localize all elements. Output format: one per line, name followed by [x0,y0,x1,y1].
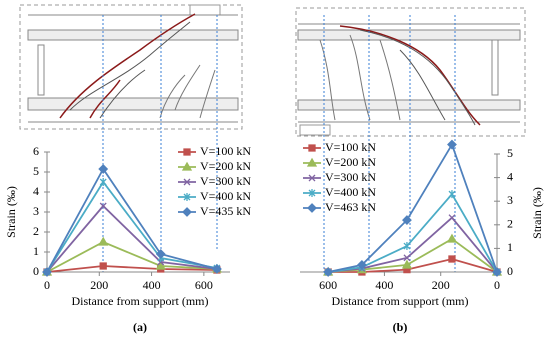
marker [447,139,457,150]
marker [99,178,107,186]
legend-marker [181,161,193,171]
y-tick-label: 3 [507,193,513,207]
x-tick-label: 0 [494,278,500,292]
x-tick-label: 200 [90,278,108,292]
legend-marker [308,144,316,152]
series-line [46,204,218,273]
series-line [46,265,217,273]
legend-label: V=400 kN [325,185,376,199]
marker [323,267,334,277]
y-tick-label: 2 [33,224,39,238]
caption: (b) [393,320,408,334]
y-tick-label: 0 [33,264,39,278]
series-line [46,167,218,273]
legend-marker [308,174,316,182]
y-tick-label: 4 [507,169,513,183]
y-axis-label: Strain (‰) [530,187,544,239]
marker [99,262,107,270]
marker [356,260,367,270]
legend-marker [183,178,191,186]
legend-label: V=100 kN [200,144,251,158]
marker [403,254,411,262]
marker [212,264,222,274]
marker [42,267,52,277]
y-tick-label: 1 [33,244,39,258]
y-tick-label: 4 [33,184,39,198]
marker [402,215,412,225]
marker [401,259,413,269]
marker [98,236,109,246]
marker [155,249,166,259]
y-tick-label: 1 [507,240,513,254]
y-tick-label: 0 [507,264,513,278]
x-tick-label: 200 [432,278,450,292]
legend-marker [306,157,318,167]
x-tick-label: 400 [143,278,161,292]
series-line [46,180,218,273]
legend-label: V=300 kN [325,170,376,184]
legend-label: V=463 kN [325,200,376,214]
legend-label: V=200 kN [200,159,251,173]
legend-marker [183,148,191,156]
marker [403,242,411,251]
x-axis-label: Distance from support (mm) [72,294,209,308]
x-tick-label: 0 [44,278,50,292]
x-axis-label: Distance from support (mm) [332,294,469,308]
y-tick-label: 2 [507,217,513,231]
y-tick-label: 3 [33,204,39,218]
legend-label: V=100 kN [325,140,376,154]
marker [448,190,456,199]
x-tick-label: 400 [375,278,393,292]
marker [492,267,502,277]
marker [98,164,109,174]
y-tick-label: 6 [33,144,39,158]
series-line [46,241,217,273]
marker [446,233,458,243]
marker [448,255,456,263]
legend-label: V=435 kN [200,204,251,218]
x-tick-label: 600 [195,278,213,292]
caption: (a) [133,320,147,334]
y-tick-label: 5 [507,146,513,160]
legend-marker [183,193,191,201]
legend-marker [182,207,192,217]
marker [448,214,456,222]
y-axis-label: Strain (‰) [4,186,18,238]
legend-label: V=300 kN [200,174,251,188]
marker [99,202,107,210]
x-tick-label: 600 [319,278,337,292]
marker [155,260,166,270]
y-tick-label: 5 [33,164,39,178]
legend-label: V=400 kN [200,189,251,203]
crack-photo-a [19,4,243,130]
legend-label: V=200 kN [325,155,376,169]
legend-marker [308,189,316,197]
legend-marker [307,203,317,213]
